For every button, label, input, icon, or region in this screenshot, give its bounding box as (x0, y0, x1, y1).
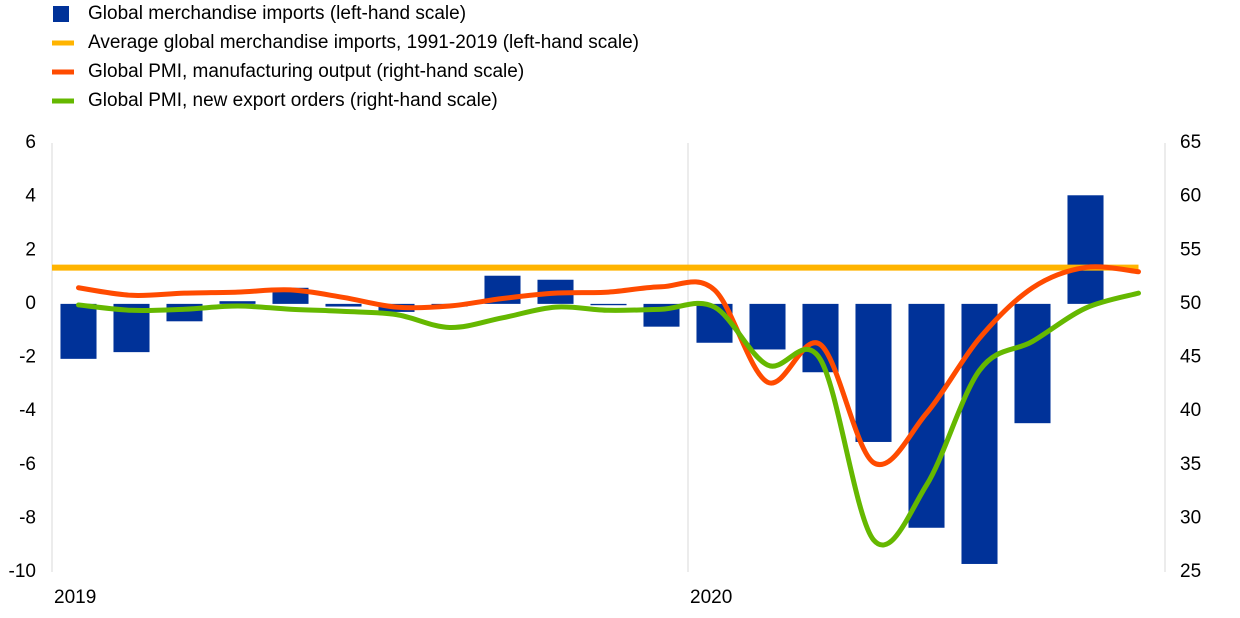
y-tick-label: -8 (19, 507, 36, 528)
bar (325, 303, 362, 307)
line (76, 264, 1141, 468)
y-tick-label: -2 (19, 347, 36, 368)
legend-label: Average global merchandise imports, 1991… (88, 32, 639, 53)
y-tick-label: 0 (25, 293, 36, 314)
legend-swatch (53, 6, 69, 22)
bar (219, 301, 256, 304)
y-tick-label: 4 (25, 186, 36, 207)
y-tick-label: -10 (9, 561, 36, 582)
x-tick-label: 2020 (690, 587, 732, 608)
bar (855, 303, 892, 442)
y2-tick-label: 50 (1180, 293, 1201, 314)
y-tick-label: -4 (19, 400, 36, 421)
y2-tick-label: 25 (1180, 561, 1201, 582)
bar (60, 303, 97, 359)
bar (749, 303, 786, 350)
y2-tick-label: 45 (1180, 347, 1201, 368)
bar (961, 303, 998, 564)
y2-tick-label: 30 (1180, 507, 1201, 528)
y-tick-label: -6 (19, 454, 36, 475)
y-tick-label: 2 (25, 239, 36, 260)
bar (1067, 195, 1104, 304)
y2-tick-label: 40 (1180, 400, 1201, 421)
line (76, 290, 1141, 548)
legend-label: Global merchandise imports (left-hand sc… (88, 3, 466, 24)
y2-tick-label: 60 (1180, 186, 1201, 207)
y2-tick-label: 35 (1180, 454, 1201, 475)
legend-label: Global PMI, manufacturing output (right-… (88, 61, 524, 82)
y2-tick-label: 65 (1180, 132, 1201, 153)
x-tick-label: 2019 (54, 587, 96, 608)
y2-tick-label: 55 (1180, 239, 1201, 260)
y-tick-label: 6 (25, 132, 36, 153)
legend-label: Global PMI, new export orders (right-han… (88, 90, 498, 111)
bar (590, 303, 627, 306)
bar (1014, 303, 1051, 424)
